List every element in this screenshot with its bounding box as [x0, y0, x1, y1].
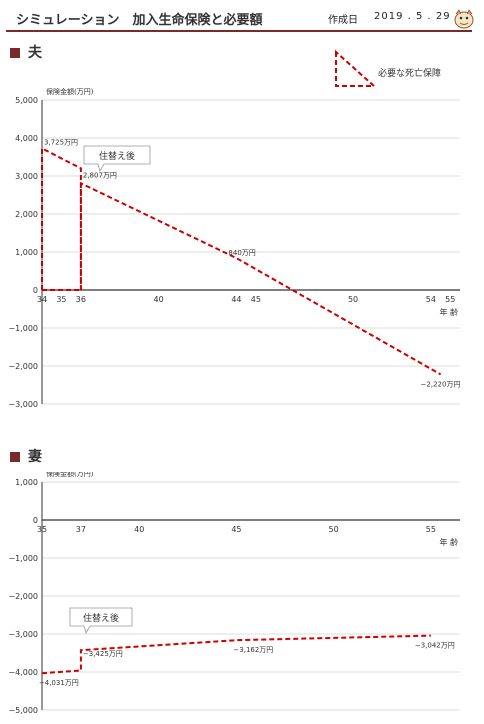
- section-marker: [10, 48, 20, 58]
- x-tick-label: 50: [348, 295, 358, 304]
- section-wife: 妻: [10, 446, 42, 466]
- series-line: [79, 181, 442, 376]
- x-tick-label: 40: [154, 295, 164, 304]
- x-tick-label: 37: [76, 525, 86, 534]
- data-label: −3,425万円: [83, 650, 123, 658]
- x-tick-label: 44: [231, 295, 241, 304]
- x-tick-label: 45: [251, 295, 261, 304]
- data-label: −3,162万円: [233, 646, 273, 654]
- wife-chart: 保険金額(万円) 1,000 0 −1,000 −2,000 −3,000 −4,000 −5…: [8, 472, 460, 715]
- data-label: 3,725万円: [44, 138, 78, 146]
- x-tick-label: 34: [37, 295, 47, 304]
- callout-box: [83, 145, 151, 173]
- y-tick-label: 1,000: [15, 478, 38, 487]
- x-tick-label: 45: [231, 525, 241, 534]
- y-axis-title: 保険金額(万円): [46, 472, 94, 478]
- legend-label: 必要な死亡保障: [378, 69, 442, 79]
- page-header: シミュレーション 加入生命保険と必要額 作成日 2019 . 5 . 29: [6, 6, 474, 32]
- y-tick-label: 0: [33, 516, 38, 525]
- x-tick-label: 35: [37, 525, 47, 534]
- data-label: 2,807万円: [83, 171, 117, 179]
- date-label: 作成日: [328, 15, 358, 26]
- y-tick-label: −1,000: [8, 324, 38, 333]
- y-tick-label: −2,000: [8, 592, 38, 601]
- y-tick-label: −4,000: [8, 668, 38, 677]
- y-tick-label: −3,000: [8, 400, 38, 409]
- y-tick-label: −1,000: [8, 554, 38, 563]
- x-axis-unit: 年 齢: [439, 307, 458, 317]
- x-tick-label: 55: [426, 525, 436, 534]
- y-axis-title: 保険金額(万円): [46, 87, 94, 96]
- x-tick-label: 40: [134, 525, 144, 534]
- series-line: [41, 634, 431, 675]
- husband-chart: 保険金額(万円) 5,000 4,000 3,000 2,000 1,000 0 −1,000…: [8, 87, 461, 409]
- x-tick-label: 35: [56, 295, 66, 304]
- y-tick-label: 5,000: [15, 96, 38, 105]
- series-line: [41, 146, 82, 290]
- y-tick-label: 4,000: [15, 134, 38, 143]
- date-value: 2019 . 5 . 29: [374, 11, 451, 22]
- y-tick-label: −2,000: [8, 362, 38, 371]
- callout-label: 住替え後: [83, 612, 119, 624]
- data-label: −2,220万円: [421, 380, 461, 388]
- x-tick-label: 50: [329, 525, 339, 534]
- section-marker: [10, 452, 20, 462]
- x-tick-label: 55: [445, 295, 455, 304]
- y-tick-label: −3,000: [8, 630, 38, 639]
- page-title: シミュレーション 加入生命保険と必要額: [16, 13, 263, 28]
- x-axis-unit: 年 齢: [439, 537, 458, 547]
- section-husband: 夫: [10, 42, 42, 62]
- section-wife-title: 妻: [28, 449, 42, 465]
- callout-label: 住替え後: [99, 150, 135, 162]
- y-tick-label: 1,000: [15, 248, 38, 257]
- y-tick-label: −5,000: [8, 706, 38, 715]
- data-label: −3,042万円: [415, 642, 455, 650]
- data-label: 840万円: [228, 249, 255, 257]
- legend-triangle-icon: [335, 49, 377, 87]
- y-tick-label: 0: [33, 286, 38, 295]
- x-tick-label: 54: [426, 295, 436, 304]
- section-husband-title: 夫: [28, 45, 42, 61]
- y-tick-label: 2,000: [15, 210, 38, 219]
- callout-box: [69, 607, 133, 635]
- mascot-icon: [454, 9, 474, 29]
- x-tick-label: 36: [76, 295, 86, 304]
- y-tick-label: 3,000: [15, 172, 38, 181]
- data-label: −4,031万円: [39, 679, 79, 687]
